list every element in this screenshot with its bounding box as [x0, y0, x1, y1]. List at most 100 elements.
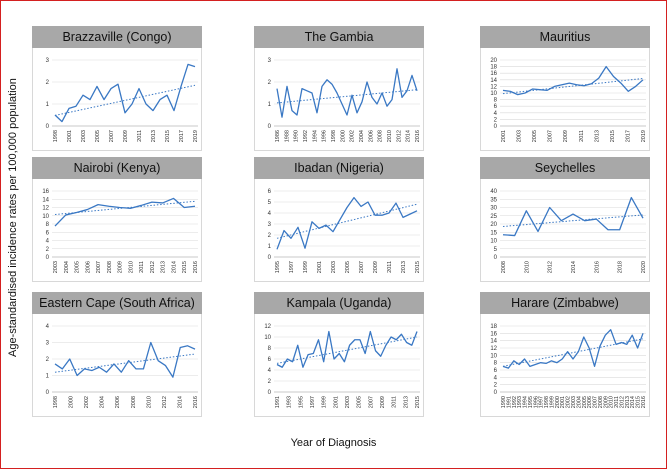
y-tick-label: 16 [490, 71, 497, 77]
x-tick-label: 1995 [528, 396, 534, 408]
x-tick-label: 2016 [193, 261, 199, 273]
x-tick-label: 2013 [151, 130, 157, 142]
series-line [276, 68, 418, 118]
series-line [54, 63, 196, 123]
x-tick-label: 2008 [378, 130, 384, 142]
x-tick-label: 2019 [641, 130, 647, 142]
y-tick-label: 18 [490, 324, 497, 330]
x-tick-label: 2014 [177, 396, 183, 408]
x-tick-label: 1999 [303, 261, 309, 273]
panel-title-bar [32, 292, 202, 314]
x-tick-label: 2000 [340, 130, 346, 142]
y-tick-label: 2 [494, 383, 498, 389]
x-tick-label: 2003 [81, 130, 87, 142]
x-tick-label: 2011 [579, 130, 585, 142]
x-tick-label: 2006 [368, 130, 374, 142]
x-tick-label: 2008 [501, 261, 507, 273]
panel-border [480, 176, 650, 282]
y-tick-label: 40 [490, 189, 497, 195]
x-tick-label: 2016 [193, 396, 199, 408]
x-tick-label: 2010 [128, 261, 134, 273]
x-tick-label: 2012 [619, 396, 625, 408]
x-tick-label: 1990 [501, 396, 507, 408]
x-tick-label: 1990 [294, 130, 300, 142]
x-tick-label: 2011 [614, 396, 620, 408]
y-tick-label: 4 [268, 368, 272, 374]
x-tick-label: 1991 [275, 396, 281, 408]
x-tick-label: 2019 [193, 130, 199, 142]
panel-border [32, 311, 202, 417]
y-tick-label: 0 [268, 255, 272, 261]
x-tick-label: 2003 [345, 396, 351, 408]
x-tick-label: 2008 [107, 261, 113, 273]
y-tick-label: 2 [494, 117, 498, 123]
y-tick-label: 8 [494, 98, 498, 104]
panel-title-bar [480, 157, 650, 179]
chart-panel-brazzaville-congo: Brazzaville (Congo) 0 1 2 3 1998 2001 2003 2005 2… [32, 26, 202, 151]
y-tick-label: 5 [268, 200, 272, 206]
x-tick-label: 2010 [524, 261, 530, 273]
y-axis-label: Age-standardised incidence rates per 100… [7, 78, 19, 358]
x-tick-label: 2005 [532, 130, 538, 142]
panel-title: Kampala (Uganda) [287, 296, 392, 310]
y-tick-label: 3 [46, 341, 50, 347]
trend-line [276, 89, 418, 104]
trend-line [276, 336, 418, 364]
y-tick-label: 6 [268, 357, 272, 363]
x-tick-label: 2013 [401, 261, 407, 273]
x-tick-label: 2007 [368, 396, 374, 408]
x-tick-label: 2014 [406, 130, 412, 142]
panel-title: Seychelles [535, 161, 595, 175]
x-tick-label: 2018 [618, 261, 624, 273]
x-tick-label: 2005 [75, 261, 81, 273]
x-tick-label: 2009 [118, 261, 124, 273]
y-tick-label: 6 [268, 189, 272, 195]
x-tick-label: 2007 [96, 261, 102, 273]
x-tick-label: 2013 [594, 130, 600, 142]
x-tick-label: 2003 [571, 396, 577, 408]
x-tick-label: 2013 [161, 261, 167, 273]
y-tick-label: 6 [494, 104, 498, 110]
x-tick-label: 1999 [549, 396, 555, 408]
y-tick-label: 12 [490, 346, 497, 352]
trend-line [502, 338, 644, 367]
trend-line [502, 214, 644, 227]
y-tick-label: 12 [42, 206, 49, 212]
chart-panel-the-gambia: The Gambia 0 1 2 3 1986 1988 1990 1992 1994 1996 19… [254, 26, 424, 151]
y-tick-label: 0 [46, 255, 50, 261]
y-tick-label: 0 [46, 124, 50, 130]
y-tick-label: 2 [46, 80, 50, 86]
x-tick-label: 2010 [609, 396, 615, 408]
x-tick-label: 2015 [415, 396, 421, 408]
x-tick-label: 2014 [571, 261, 577, 273]
y-tick-label: 16 [490, 331, 497, 337]
y-tick-label: 14 [490, 339, 497, 345]
y-tick-label: 0 [494, 255, 498, 261]
y-tick-label: 8 [494, 361, 498, 367]
x-tick-label: 2013 [625, 396, 631, 408]
panel-title-bar [254, 292, 424, 314]
x-tick-label: 2000 [555, 396, 561, 408]
x-tick-label: 2009 [563, 130, 569, 142]
panel-title: The Gambia [305, 30, 374, 44]
x-tick-label: 2008 [131, 396, 137, 408]
x-tick-label: 2012 [150, 261, 156, 273]
y-tick-label: 2 [268, 233, 272, 239]
y-tick-label: 0 [268, 124, 272, 130]
x-tick-label: 1995 [298, 396, 304, 408]
y-tick-label: 2 [46, 247, 50, 253]
x-tick-label: 2005 [582, 396, 588, 408]
series-line [276, 196, 418, 250]
x-tick-label: 2007 [109, 130, 115, 142]
panel-border [254, 176, 424, 282]
x-tick-label: 2016 [415, 130, 421, 142]
y-tick-label: 10 [42, 214, 49, 220]
y-tick-label: 12 [490, 84, 497, 90]
y-tick-label: 10 [490, 353, 497, 359]
y-tick-label: 25 [490, 214, 497, 220]
x-tick-label: 2004 [576, 396, 582, 408]
trend-line [276, 203, 418, 239]
panel-title-bar [480, 26, 650, 48]
x-tick-label: 1997 [310, 396, 316, 408]
y-tick-label: 8 [46, 222, 50, 228]
